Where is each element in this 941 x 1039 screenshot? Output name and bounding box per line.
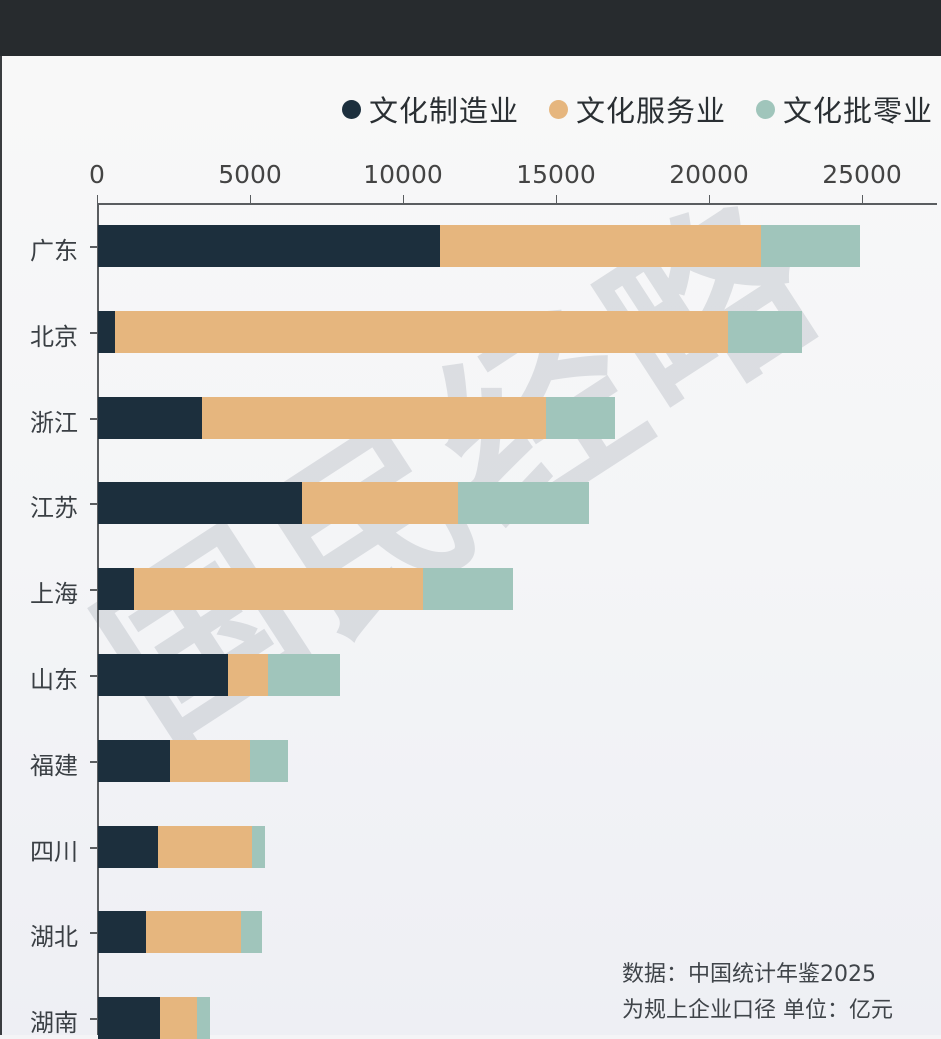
- y-tick-mark: [90, 932, 98, 935]
- category-label: 湖南: [30, 1009, 78, 1038]
- y-tick-mark: [90, 246, 98, 248]
- stacked-bar: [98, 568, 514, 611]
- x-tick-mark: [556, 195, 557, 204]
- bar-segment: [98, 225, 441, 267]
- bar-segment: [115, 310, 729, 353]
- bar-segment: [202, 396, 546, 439]
- bar-segment: [240, 911, 262, 954]
- x-tick-mark: [250, 195, 251, 204]
- legend-label: 文化服务业: [575, 94, 726, 128]
- legend-dot-icon: [755, 99, 775, 119]
- x-tick-label: 0: [89, 160, 105, 189]
- x-tick-mark: [862, 195, 863, 204]
- y-axis-line: [97, 203, 99, 1035]
- legend-dot-icon: [341, 99, 361, 119]
- category-label: 江苏: [30, 494, 78, 523]
- category-label: 福建: [30, 751, 78, 780]
- bar-segment: [160, 997, 198, 1039]
- stacked-bar: [98, 654, 341, 696]
- bar-segment: [146, 911, 241, 954]
- bar-segment: [268, 654, 341, 696]
- x-tick-label: 5000: [218, 160, 282, 189]
- stacked-bar: [98, 225, 860, 267]
- legend-label: 文化批零业: [782, 94, 933, 128]
- y-tick-mark: [90, 589, 98, 592]
- source-line-1: 数据：中国统计年鉴2025: [622, 962, 876, 987]
- legend-item-services: 文化服务业: [548, 88, 726, 130]
- bar-segment: [98, 396, 203, 439]
- category-label: 上海: [30, 580, 78, 609]
- category-label: 浙江: [30, 408, 78, 437]
- category-label: 四川: [30, 837, 78, 866]
- stacked-bar: [98, 911, 262, 954]
- y-tick-mark: [90, 503, 98, 506]
- stacked-bar: [98, 396, 616, 439]
- bar-segment: [98, 482, 303, 525]
- source-line-2: 为规上企业口径 单位：亿元: [622, 998, 893, 1023]
- stacked-bar: [98, 482, 590, 525]
- x-tick-label: 25000: [822, 160, 902, 189]
- bar-segment: [458, 482, 590, 525]
- bar-segment: [134, 568, 424, 611]
- stacked-bar: [98, 310, 803, 353]
- bar-segment: [228, 654, 269, 696]
- y-tick-mark: [90, 675, 98, 677]
- bar-segment: [98, 997, 161, 1039]
- legend: 文化制造业 文化服务业 文化批零业: [341, 88, 933, 130]
- bar-segment: [251, 825, 266, 868]
- y-tick-mark: [90, 846, 98, 849]
- x-tick-mark: [97, 195, 98, 204]
- bar-segment: [440, 225, 762, 267]
- bar-segment: [761, 225, 860, 267]
- bar-segment: [169, 739, 250, 782]
- chart-panel: [0, 56, 941, 1035]
- bar-segment: [157, 825, 252, 868]
- category-label: 山东: [30, 666, 78, 694]
- source-note: 数据：中国统计年鉴2025 为规上企业口径 单位：亿元: [622, 957, 893, 1029]
- legend-label: 文化制造业: [368, 94, 519, 128]
- legend-item-retail: 文化批零业: [755, 88, 933, 130]
- top-dark-bar: [0, 0, 941, 56]
- legend-item-manufacturing: 文化制造业: [341, 88, 519, 130]
- stacked-bar: [98, 825, 266, 868]
- y-tick-mark: [90, 331, 98, 334]
- x-tick-label: 15000: [516, 160, 596, 189]
- bar-segment: [98, 310, 116, 353]
- x-tick-label: 10000: [363, 160, 443, 189]
- category-label: 广东: [30, 237, 78, 265]
- category-label: 湖北: [30, 923, 78, 952]
- bar-segment: [302, 482, 459, 525]
- bar-segment: [423, 568, 514, 611]
- x-tick-label: 20000: [669, 160, 749, 189]
- y-tick-mark: [90, 417, 98, 420]
- bar-segment: [728, 310, 803, 353]
- bar-segment: [197, 997, 211, 1039]
- category-label: 北京: [30, 322, 78, 351]
- x-tick-mark: [709, 195, 710, 204]
- bar-segment: [98, 654, 229, 696]
- bar-segment: [98, 825, 158, 868]
- bar-segment: [545, 396, 616, 439]
- y-tick-mark: [90, 760, 98, 763]
- stacked-bar: [98, 739, 288, 782]
- y-tick-mark: [90, 1018, 98, 1021]
- x-axis-line: [97, 203, 937, 205]
- bar-segment: [98, 739, 170, 782]
- bar-segment: [249, 739, 288, 782]
- stacked-bar: [98, 997, 211, 1039]
- bar-segment: [98, 911, 147, 954]
- bar-segment: [98, 568, 135, 611]
- x-tick-mark: [403, 195, 404, 204]
- legend-dot-icon: [548, 99, 568, 119]
